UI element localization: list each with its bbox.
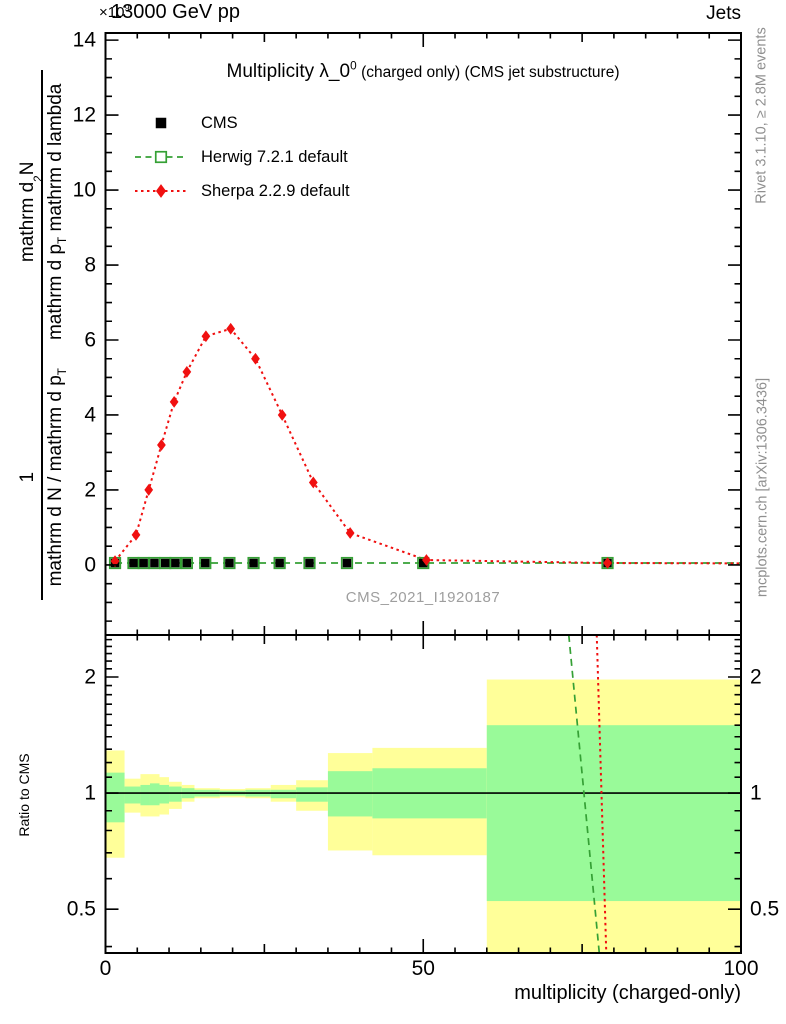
svg-text:2: 2 <box>84 478 96 501</box>
legend-item-cms: CMS <box>133 114 350 132</box>
legend: CMS Herwig 7.2.1 default Sherpa 2.2.9 de… <box>133 114 350 216</box>
svg-text:50: 50 <box>412 957 435 980</box>
watermark-analysis-id: CMS_2021_I1920187 <box>345 589 501 606</box>
svg-text:2: 2 <box>84 666 96 689</box>
legend-label-herwig: Herwig 7.2.1 default <box>201 147 348 166</box>
svg-text:14: 14 <box>73 29 97 52</box>
svg-text:2: 2 <box>750 666 762 689</box>
rivet-version-note: Rivet 3.1.10, ≥ 2.8M events <box>753 27 770 204</box>
ratio-y-axis-label: Ratio to CMS <box>16 753 32 837</box>
scale-exponent: 9 <box>124 3 130 13</box>
svg-text:12: 12 <box>73 104 96 127</box>
plot-title-note: (charged only) (CMS jet substructure) <box>361 64 620 81</box>
y-label-denominator-1: mathrm d N / mathrm d pT <box>45 368 69 587</box>
svg-text:0.5: 0.5 <box>67 898 96 921</box>
legend-label-sherpa: Sherpa 2.2.9 default <box>201 181 350 200</box>
beam-energy-title: 13000 GeV pp <box>111 1 240 23</box>
y-label-denominator-2: mathrm d pT mathrm d lambda <box>45 83 69 341</box>
legend-item-herwig: Herwig 7.2.1 default <box>133 148 350 166</box>
legend-marker-herwig <box>135 150 187 164</box>
mcplots-reference-note: mcplots.cern.ch [arXiv:1306.3436] <box>754 377 771 598</box>
legend-item-sherpa: Sherpa 2.2.9 default <box>133 182 350 200</box>
svg-text:4: 4 <box>84 403 96 426</box>
svg-text:0: 0 <box>84 553 96 576</box>
svg-text:0.5: 0.5 <box>750 898 779 921</box>
y-label-numerator-1: 1 <box>3 354 43 601</box>
plot-title: Multiplicity λ_00 (charged only) (CMS je… <box>105 59 741 83</box>
legend-label-cms: CMS <box>201 113 238 132</box>
svg-text:100: 100 <box>723 957 758 980</box>
svg-text:8: 8 <box>84 254 96 277</box>
svg-text:0: 0 <box>100 957 112 980</box>
plot-title-main: Multiplicity λ_00 <box>226 59 357 82</box>
scale-prefix: ×10 <box>99 4 125 21</box>
analysis-group-label: Jets <box>706 3 741 24</box>
svg-text:10: 10 <box>73 179 96 202</box>
legend-marker-sherpa <box>135 184 187 198</box>
legend-marker-cms <box>155 117 167 129</box>
x-axis-label: multiplicity (charged-only) <box>514 982 741 1004</box>
y-label-fraction-1: 1 mathrm d N / mathrm d pT <box>3 354 69 601</box>
svg-text:6: 6 <box>84 328 96 351</box>
svg-text:1: 1 <box>750 782 762 805</box>
y-axis-scale-factor: ×109 <box>99 3 130 21</box>
svg-text:1: 1 <box>84 782 96 805</box>
